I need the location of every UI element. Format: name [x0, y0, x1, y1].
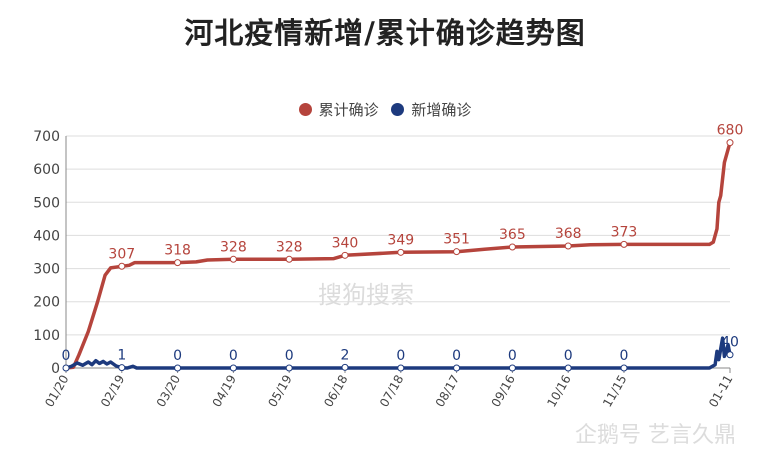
chart-title: 河北疫情新增/累计确诊趋势图: [184, 16, 586, 50]
data-point: [229, 255, 237, 263]
y-tick-label: 700: [33, 129, 60, 145]
x-tick-label: 02/19: [98, 373, 127, 410]
y-tick-label: 500: [33, 195, 60, 211]
data-point: [453, 364, 461, 372]
data-label: 0: [452, 348, 461, 364]
y-tick-label: 0: [51, 361, 60, 377]
data-point: [564, 364, 572, 372]
data-label: 307: [108, 246, 135, 262]
legend-label-new: 新增确诊: [411, 101, 472, 119]
x-tick-label: 01/20: [42, 373, 71, 410]
data-label: 0: [396, 348, 405, 364]
x-tick-label: 03/20: [154, 373, 183, 410]
data-label: 349: [387, 232, 414, 248]
data-point: [341, 251, 349, 259]
data-point: [118, 262, 126, 270]
y-tick-label: 600: [33, 162, 60, 178]
data-label: 2: [341, 347, 350, 363]
data-label: 340: [332, 235, 359, 251]
series-line-cumulative: [65, 142, 732, 370]
data-label: 328: [276, 239, 303, 255]
data-label: 318: [164, 243, 191, 259]
data-point: [508, 243, 516, 251]
data-point: [726, 351, 734, 359]
data-point: [564, 242, 572, 250]
data-label: 40: [721, 335, 739, 351]
data-label: 0: [564, 348, 573, 364]
data-label: 0: [173, 348, 182, 364]
data-point: [174, 259, 182, 267]
legend-item-new[interactable]: 新增确诊: [391, 99, 471, 120]
x-tick-label: 11/15: [600, 373, 629, 410]
x-tick-label: 05/19: [265, 373, 294, 410]
data-point: [285, 255, 293, 263]
data-label: 1: [117, 348, 126, 364]
data-point: [453, 248, 461, 256]
x-tick-label: 08/17: [433, 373, 462, 410]
x-tick-label: 07/18: [377, 373, 406, 410]
data-point: [397, 364, 405, 372]
data-label: 365: [499, 227, 526, 243]
x-tick-label: 09/16: [489, 373, 518, 410]
data-label: 0: [62, 348, 71, 364]
data-label: 373: [611, 224, 638, 240]
data-point: [341, 363, 349, 371]
legend-item-cumulative[interactable]: 累计确诊: [298, 99, 379, 120]
y-tick-label: 100: [33, 328, 60, 344]
data-point: [229, 364, 237, 372]
data-point: [620, 240, 628, 248]
legend-label-cumulative: 累计确诊: [318, 101, 379, 119]
data-label: 351: [443, 232, 470, 248]
data-label: 328: [220, 239, 247, 255]
data-point: [174, 364, 182, 372]
y-tick-label: 300: [33, 262, 60, 278]
data-point: [118, 364, 126, 372]
data-label: 680: [717, 123, 744, 139]
watermark-sogou: 搜狗搜索: [318, 281, 414, 309]
data-point: [726, 139, 734, 147]
y-tick-label: 400: [33, 228, 60, 244]
data-point: [620, 364, 628, 372]
data-point: [397, 248, 405, 256]
data-label: 0: [508, 348, 517, 364]
legend-marker-new: [391, 103, 405, 116]
data-point: [508, 364, 516, 372]
watermark-qie: 企鹅号 艺言久鼎: [575, 423, 736, 448]
x-tick-label: 01-11: [706, 373, 736, 410]
x-tick-label: 06/18: [321, 373, 350, 410]
legend: 累计确诊 新增确诊: [0, 99, 770, 120]
x-tick-label: 10/16: [544, 373, 573, 410]
data-label: 368: [555, 226, 582, 242]
x-tick-label: 04/19: [210, 373, 239, 410]
data-label: 0: [285, 348, 294, 364]
data-label: 0: [229, 348, 238, 364]
data-label: 0: [620, 348, 629, 364]
y-tick-label: 200: [33, 295, 60, 311]
data-point: [62, 364, 70, 372]
data-point: [285, 364, 293, 372]
legend-marker-cumulative: [298, 103, 312, 116]
